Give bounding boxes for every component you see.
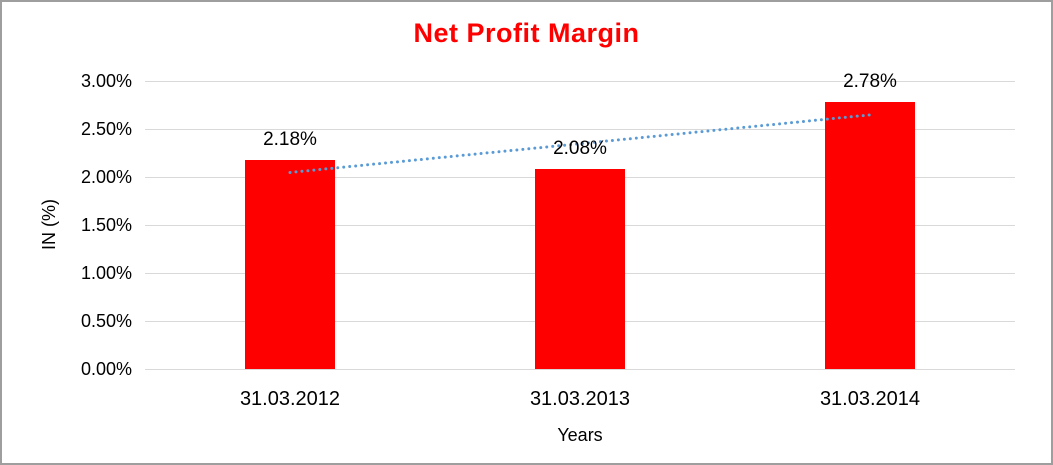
bar-value-label: 2.18% <box>263 128 317 150</box>
plot-area: 2.18% 2.08% 2.78% <box>145 72 1015 370</box>
y-axis-title: IN (%) <box>39 199 59 251</box>
x-axis-title: Years <box>557 425 603 445</box>
chart-title: Net Profit Margin <box>413 18 640 48</box>
bar-31.03.2012 <box>245 159 335 369</box>
bar-value-label: 2.78% <box>843 71 897 93</box>
y-tick-label: 2.50% <box>80 119 132 139</box>
y-tick-label: 1.00% <box>80 263 132 283</box>
x-tick-label: 31.03.2012 <box>239 388 341 410</box>
y-tick-label: 0.00% <box>80 359 132 379</box>
y-tick-label: 3.00% <box>80 71 132 91</box>
y-tick-label: 0.50% <box>80 311 132 331</box>
y-tick-label: 1.50% <box>80 215 132 235</box>
x-tick-label: 31.03.2014 <box>819 388 921 410</box>
bar-31.03.2014 <box>825 102 915 369</box>
y-tick-label: 2.00% <box>80 167 132 187</box>
x-tick-label: 31.03.2013 <box>529 388 631 410</box>
bar-31.03.2013 <box>535 169 625 369</box>
gridline <box>145 81 1015 82</box>
bar-value-label: 2.08% <box>553 138 607 160</box>
gridline <box>145 369 1015 370</box>
